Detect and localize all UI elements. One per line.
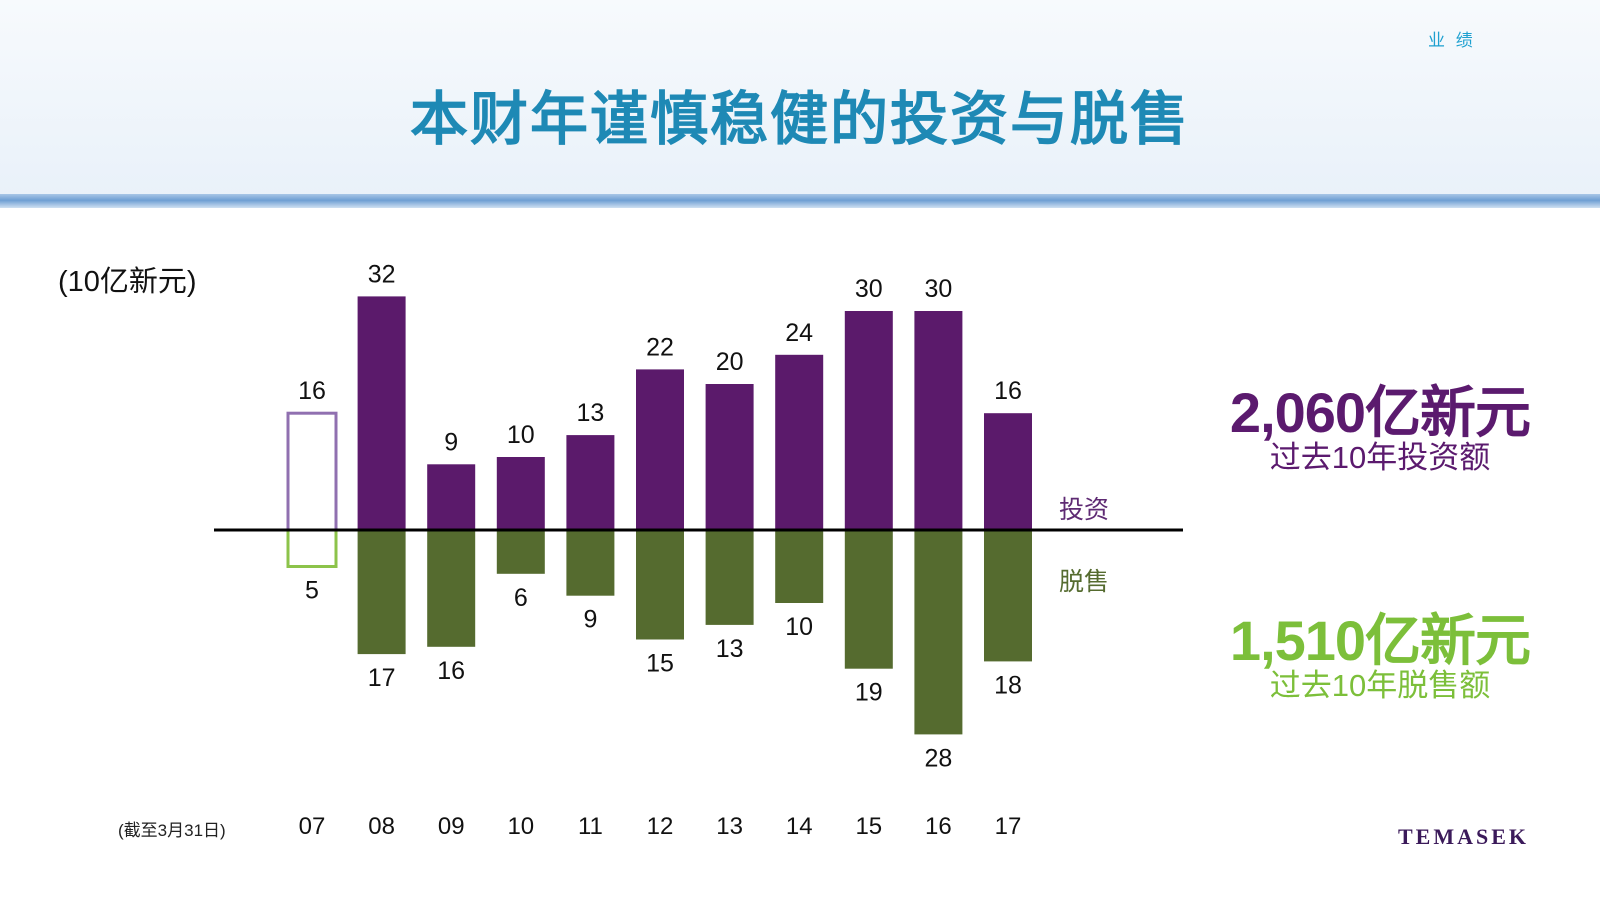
- divest-bar-10: [496, 530, 545, 574]
- divest-bar-17: [984, 530, 1032, 662]
- divest-bar-12: [636, 530, 684, 640]
- invest-bar-13: [705, 384, 754, 530]
- invest-bar-17: [984, 413, 1032, 530]
- invest-bar-10: [496, 457, 545, 530]
- temasek-logo: TEMASEK: [1398, 824, 1530, 849]
- divest-value-label-11: 9: [583, 606, 597, 634]
- invest-value-label-08: 32: [368, 260, 396, 288]
- divest-total-value: 1,510亿新元: [1229, 609, 1531, 672]
- chart-unit-label: (10亿新元): [58, 266, 197, 298]
- invest-value-label-11: 13: [576, 399, 604, 427]
- invest-bar-07: [286, 411, 338, 532]
- x-tick-label-13: 13: [716, 813, 743, 840]
- x-tick-label-07: 07: [299, 813, 326, 840]
- divest-value-label-07: 5: [305, 577, 319, 605]
- x-tick-label-16: 16: [925, 813, 952, 840]
- invest-value-label-12: 22: [646, 333, 674, 361]
- invest-value-label-14: 24: [785, 319, 813, 347]
- invest-value-label-15: 30: [855, 275, 883, 303]
- header-divider: [0, 194, 1600, 208]
- x-tick-label-15: 15: [855, 813, 882, 840]
- divest-bar-14: [775, 530, 824, 603]
- invest-bar-15: [844, 311, 893, 530]
- invest-bar-16: [914, 311, 963, 530]
- divest-bar-13: [705, 530, 754, 625]
- divest-value-label-14: 10: [785, 613, 813, 641]
- section-tag: 业 绩: [1428, 31, 1476, 50]
- divest-value-label-17: 18: [994, 671, 1022, 699]
- divest-bar-08: [357, 530, 406, 655]
- invest-value-label-16: 30: [924, 275, 952, 303]
- divest-total-label: 过去10年脱售额: [1269, 668, 1491, 703]
- invest-value-label-13: 20: [716, 348, 744, 376]
- divest-value-label-15: 19: [855, 679, 883, 707]
- divest-value-label-16: 28: [924, 744, 952, 772]
- divest-bar-09: [427, 530, 476, 647]
- header-band: [0, 0, 1600, 198]
- invest-value-label-09: 9: [444, 428, 458, 456]
- x-tick-label-09: 09: [438, 813, 465, 840]
- x-tick-label-11: 11: [578, 813, 603, 840]
- x-tick-label-17: 17: [995, 813, 1022, 840]
- invest-bar-12: [636, 369, 684, 530]
- cutoff-note: (截至3月31日): [118, 821, 226, 840]
- divest-value-label-10: 6: [514, 584, 528, 612]
- divest-value-label-08: 17: [368, 664, 396, 692]
- divest-value-label-13: 13: [716, 635, 744, 663]
- x-tick-label-14: 14: [786, 813, 813, 840]
- invest-bar-14: [775, 354, 824, 530]
- invest-value-label-17: 16: [994, 377, 1022, 405]
- divest-bar-16: [914, 530, 963, 735]
- legend-invest-label: 投资: [1059, 496, 1110, 524]
- divest-value-label-09: 16: [437, 657, 465, 685]
- invest-total-label: 过去10年投资额: [1269, 440, 1491, 475]
- divest-bar-07: [286, 528, 338, 568]
- page-title: 本财年谨慎稳健的投资与脱售: [409, 87, 1190, 152]
- x-tick-label-08: 08: [368, 813, 395, 840]
- divest-value-label-12: 15: [646, 650, 674, 678]
- legend-divest-label: 脱售: [1059, 568, 1110, 596]
- invest-total-value: 2,060亿新元: [1229, 381, 1531, 444]
- divest-bar-15: [844, 530, 893, 669]
- x-tick-label-10: 10: [507, 813, 534, 840]
- x-tick-label-12: 12: [647, 813, 674, 840]
- invest-bar-11: [566, 435, 615, 530]
- invest-value-label-07: 16: [298, 377, 326, 405]
- invest-bar-08: [357, 296, 406, 530]
- invest-value-label-10: 10: [507, 421, 535, 449]
- invest-bar-09: [427, 464, 476, 530]
- divest-bar-11: [566, 530, 615, 596]
